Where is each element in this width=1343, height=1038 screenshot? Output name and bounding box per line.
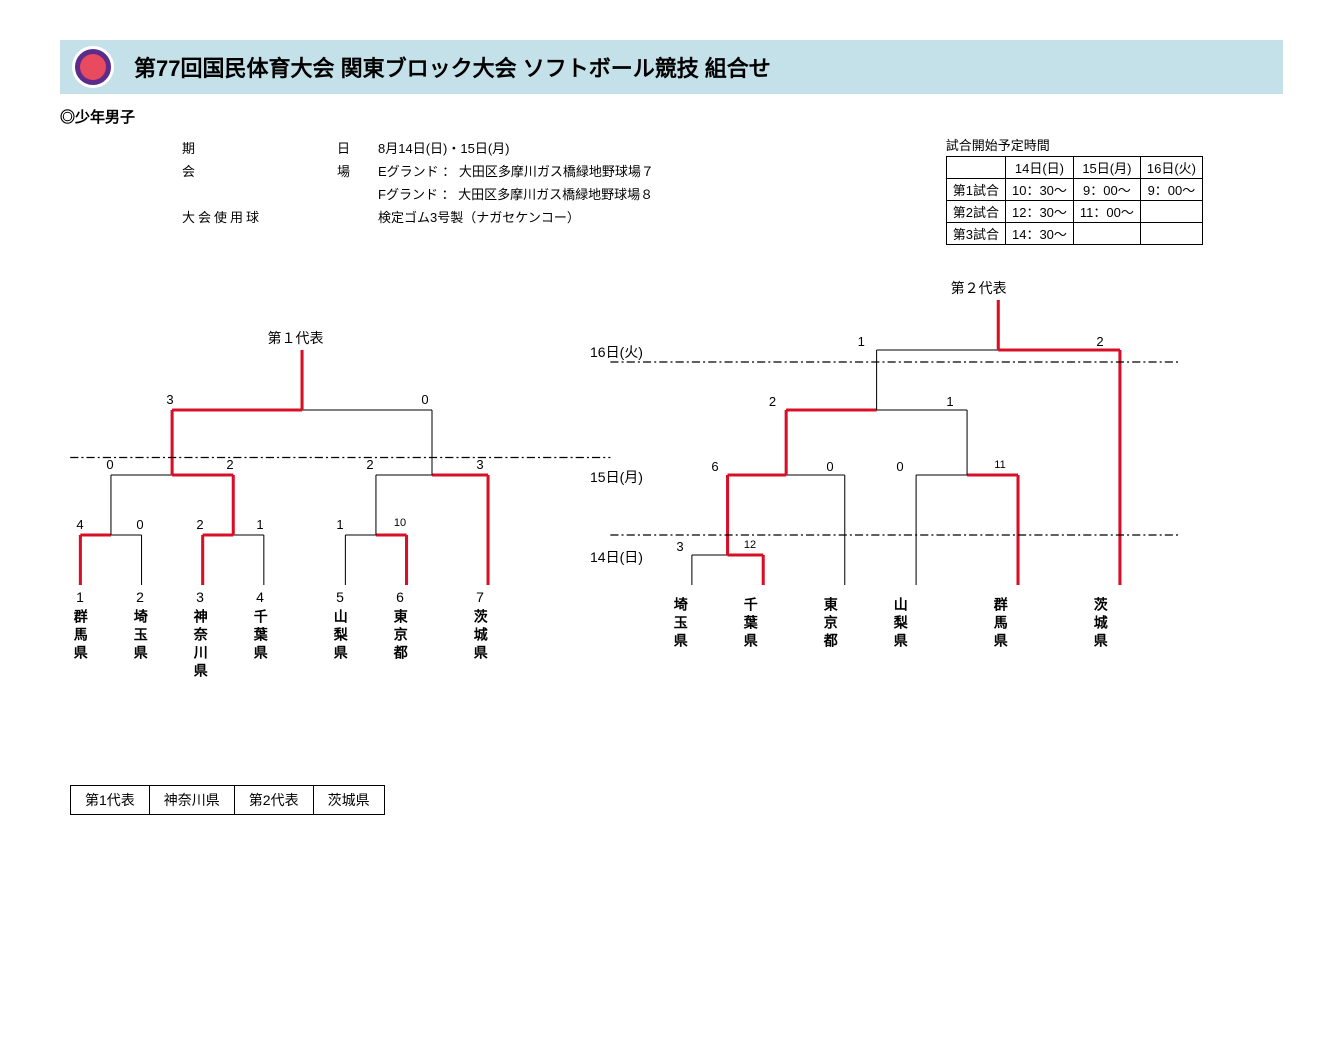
- date-value: 8月14日(日)・15日(月): [378, 137, 662, 158]
- ball-label: 大会使用球: [182, 206, 376, 227]
- schedule-cell: 第1試合: [946, 179, 1005, 201]
- team-name: 茨城県: [1092, 597, 1109, 651]
- score: 2: [215, 457, 245, 472]
- score: 2: [758, 394, 788, 409]
- schedule-cell: 第3試合: [946, 223, 1005, 245]
- score: 1: [846, 334, 876, 349]
- team-name: 山梨県: [892, 597, 909, 651]
- score: 2: [355, 457, 385, 472]
- team-name: 埼玉県: [132, 609, 149, 663]
- results-first-label: 第1代表: [71, 786, 150, 815]
- schedule-col: 14日(日): [1005, 157, 1073, 179]
- team-name: 群馬県: [992, 597, 1009, 651]
- schedule-cell: 14：30～: [1005, 223, 1073, 245]
- results-second-value: 茨城県: [313, 786, 384, 815]
- schedule-cell: 12：30～: [1005, 201, 1073, 223]
- seed-number: 3: [190, 589, 210, 605]
- schedule-block: 試合開始予定時間 14日(日)15日(月)16日(火) 第1試合10：30～9：…: [946, 135, 1203, 245]
- seed-number: 6: [390, 589, 410, 605]
- page-title: 第77回国民体育大会 関東ブロック大会 ソフトボール競技 組合せ: [134, 51, 771, 83]
- score: 2: [185, 517, 215, 532]
- score: 2: [1085, 334, 1115, 349]
- score: 3: [665, 539, 695, 554]
- bracket-diagram: 第１代表 第２代表 第1代表 神奈川県 第2代表 茨城県 1 群馬県 2 埼玉県 3 神奈…: [60, 255, 1283, 835]
- schedule-table: 14日(日)15日(月)16日(火) 第1試合10：30～9：00～9：00～第…: [946, 156, 1203, 245]
- team-name: 東京都: [392, 609, 409, 663]
- info-row: 期 日 8月14日(日)・15日(月) 会 場 Eグランド ： 大田区多摩川ガス…: [60, 135, 1283, 245]
- score: 0: [95, 457, 125, 472]
- round-date: 14日(日): [590, 547, 643, 567]
- round-date: 15日(月): [590, 467, 643, 487]
- schedule-cell: 9：00～: [1140, 179, 1202, 201]
- venue-f: Fグランド ： 大田区多摩川ガス橋緑地野球場８: [378, 183, 662, 204]
- seed-number: 4: [250, 589, 270, 605]
- schedule-cell: [1140, 201, 1202, 223]
- seed-number: 7: [470, 589, 490, 605]
- second-rep-label: 第２代表: [951, 278, 1007, 298]
- schedule-cell: [1140, 223, 1202, 245]
- results-table: 第1代表 神奈川県 第2代表 茨城県: [70, 785, 385, 815]
- score: 0: [815, 459, 845, 474]
- score: 11: [985, 459, 1015, 471]
- header-bar: 第77回国民体育大会 関東ブロック大会 ソフトボール競技 組合せ: [60, 40, 1283, 94]
- score: 1: [325, 517, 355, 532]
- score: 10: [385, 517, 415, 529]
- results-second-label: 第2代表: [234, 786, 313, 815]
- venue-e: Eグランド ： 大田区多摩川ガス橋緑地野球場７: [378, 160, 662, 181]
- seed-number: 5: [330, 589, 350, 605]
- seed-number: 2: [130, 589, 150, 605]
- score: 3: [155, 392, 185, 407]
- schedule-cell: 9：00～: [1073, 179, 1140, 201]
- score: 3: [465, 457, 495, 472]
- schedule-cell: [1073, 223, 1140, 245]
- team-name: 東京都: [822, 597, 839, 651]
- score: 6: [700, 459, 730, 474]
- first-rep-label: 第１代表: [268, 328, 324, 348]
- schedule-col: 16日(火): [1140, 157, 1202, 179]
- ball-value: 検定ゴム3号製（ナガセケンコー）: [378, 206, 662, 227]
- venue-label: 会 場: [182, 160, 376, 181]
- team-name: 群馬県: [72, 609, 89, 663]
- schedule-col: 15日(月): [1073, 157, 1140, 179]
- schedule-cell: 11：00～: [1073, 201, 1140, 223]
- score: 4: [65, 517, 95, 532]
- score: 1: [935, 394, 965, 409]
- results-first-value: 神奈川県: [149, 786, 234, 815]
- team-name: 山梨県: [332, 609, 349, 663]
- team-name: 千葉県: [252, 609, 269, 663]
- schedule-col: [946, 157, 1005, 179]
- score: 1: [245, 517, 275, 532]
- event-logo: [72, 46, 114, 88]
- team-name: 埼玉県: [672, 597, 689, 651]
- schedule-cell: 10：30～: [1005, 179, 1073, 201]
- category-label: ◎少年男子: [60, 106, 1283, 127]
- team-name: 千葉県: [742, 597, 759, 651]
- logo-flame-icon: [80, 54, 106, 80]
- round-date: 16日(火): [590, 342, 643, 362]
- schedule-title: 試合開始予定時間: [946, 135, 1203, 154]
- score: 0: [410, 392, 440, 407]
- score: 0: [885, 459, 915, 474]
- score: 0: [125, 517, 155, 532]
- seed-number: 1: [70, 589, 90, 605]
- team-name: 茨城県: [472, 609, 489, 663]
- event-info: 期 日 8月14日(日)・15日(月) 会 場 Eグランド ： 大田区多摩川ガス…: [180, 135, 664, 229]
- date-label: 期 日: [182, 137, 376, 158]
- schedule-cell: 第2試合: [946, 201, 1005, 223]
- team-name: 神奈川県: [192, 609, 209, 681]
- score: 12: [735, 539, 765, 551]
